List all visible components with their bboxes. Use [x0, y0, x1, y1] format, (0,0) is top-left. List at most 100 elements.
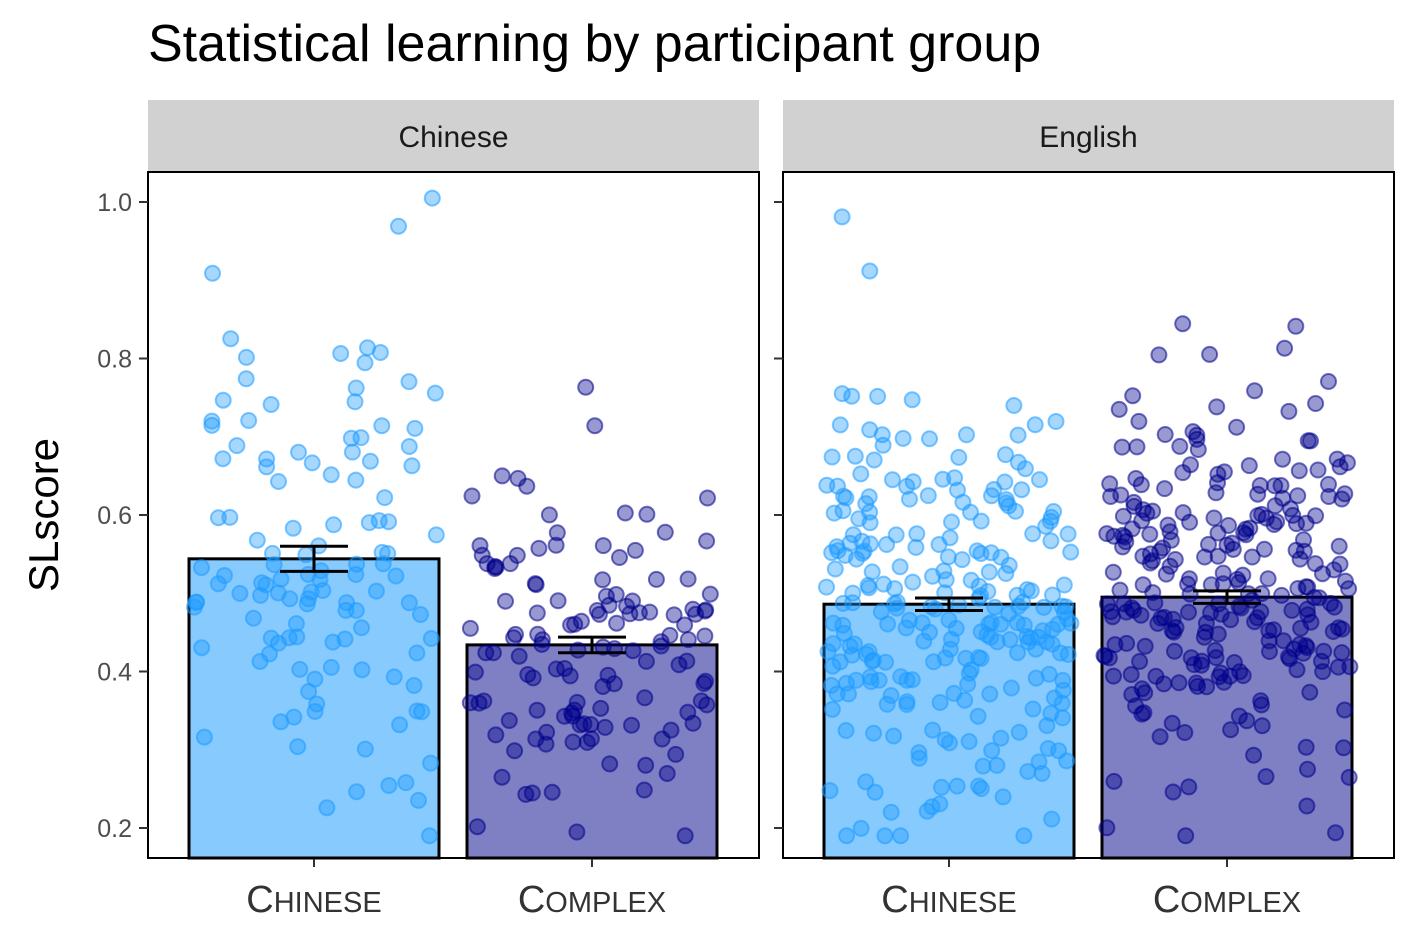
data-point [1041, 512, 1059, 530]
data-point [1047, 413, 1065, 430]
data-point [1260, 632, 1278, 650]
x-tick-label: CHINESE [246, 879, 381, 921]
data-point [1188, 426, 1206, 444]
data-point [696, 627, 714, 645]
data-point [1157, 565, 1175, 583]
data-point [637, 756, 655, 774]
data-point [843, 387, 861, 405]
data-point [387, 567, 405, 585]
data-point [980, 563, 998, 581]
data-point [1291, 635, 1309, 653]
data-point [543, 783, 561, 801]
error-bar-complex [1193, 589, 1261, 605]
data-point [696, 602, 714, 620]
data-point [656, 523, 674, 541]
data-point [972, 780, 990, 798]
data-point [886, 580, 904, 598]
data-point [322, 658, 340, 676]
data-point [1327, 824, 1344, 842]
data-point [1009, 426, 1027, 444]
data-point [1228, 570, 1246, 588]
data-point [638, 505, 656, 523]
data-point [665, 606, 683, 624]
data-point [1134, 501, 1152, 519]
data-point [874, 436, 892, 454]
data-point [1171, 437, 1189, 455]
data-point [1098, 525, 1116, 543]
data-point [910, 744, 928, 762]
data-point [1206, 642, 1224, 659]
data-point [1257, 768, 1275, 786]
data-point [1174, 464, 1192, 482]
data-point [1024, 525, 1042, 543]
data-point [930, 536, 948, 553]
data-point [1238, 712, 1256, 730]
points-complex [461, 378, 719, 845]
data-point [231, 584, 249, 602]
data-point [1243, 548, 1261, 566]
data-point [1098, 595, 1116, 613]
data-point [261, 645, 278, 663]
data-point [1130, 412, 1148, 430]
data-point [679, 570, 697, 588]
data-point [427, 526, 445, 544]
data-point [1005, 397, 1023, 414]
data-point [289, 738, 307, 756]
data-point [240, 412, 258, 429]
data-point [195, 728, 213, 746]
data-point [461, 694, 479, 712]
data-point [1208, 398, 1226, 416]
data-point [1336, 701, 1354, 719]
data-point [695, 675, 713, 692]
data-point [562, 616, 580, 634]
data-point [538, 723, 556, 741]
data-point [1196, 548, 1214, 566]
data-point [347, 471, 365, 489]
error-bar-chinese [915, 596, 983, 612]
data-point [1189, 441, 1207, 458]
data-point [970, 577, 988, 595]
data-point [360, 514, 378, 532]
data-point [367, 582, 385, 600]
data-point [336, 630, 354, 648]
data-point [528, 604, 546, 622]
data-point [347, 566, 365, 583]
data-point [623, 716, 640, 734]
data-point [353, 661, 371, 679]
data-point [652, 633, 670, 651]
data-point [306, 670, 324, 688]
points-chinese [186, 189, 445, 845]
data-point [1225, 654, 1243, 671]
data-point [1035, 598, 1053, 616]
data-point [918, 802, 936, 820]
data-point [1112, 486, 1130, 504]
data-point [506, 742, 524, 760]
data-point [1136, 684, 1154, 702]
data-point [1340, 768, 1358, 786]
data-point [837, 722, 855, 739]
data-point [1266, 497, 1284, 515]
data-point [1241, 519, 1259, 537]
data-point [508, 546, 526, 564]
data-point [1167, 619, 1185, 636]
data-point [564, 733, 582, 751]
data-point [931, 795, 949, 813]
data-point [216, 567, 233, 584]
data-point [861, 421, 879, 439]
data-point [1134, 576, 1152, 594]
data-point [463, 487, 481, 505]
data-point [193, 559, 210, 577]
data-point [478, 555, 496, 573]
data-point [484, 644, 502, 662]
data-point [530, 539, 548, 557]
data-point [586, 417, 604, 435]
data-point [1031, 471, 1048, 489]
data-point [493, 768, 511, 786]
data-point [1288, 661, 1306, 679]
data-point [1252, 603, 1270, 621]
data-point [1150, 346, 1168, 364]
facet-panel-english: English CHINESE COMPLEX [774, 100, 1395, 921]
data-point [408, 644, 426, 662]
data-point [519, 666, 537, 683]
data-point [618, 597, 636, 615]
